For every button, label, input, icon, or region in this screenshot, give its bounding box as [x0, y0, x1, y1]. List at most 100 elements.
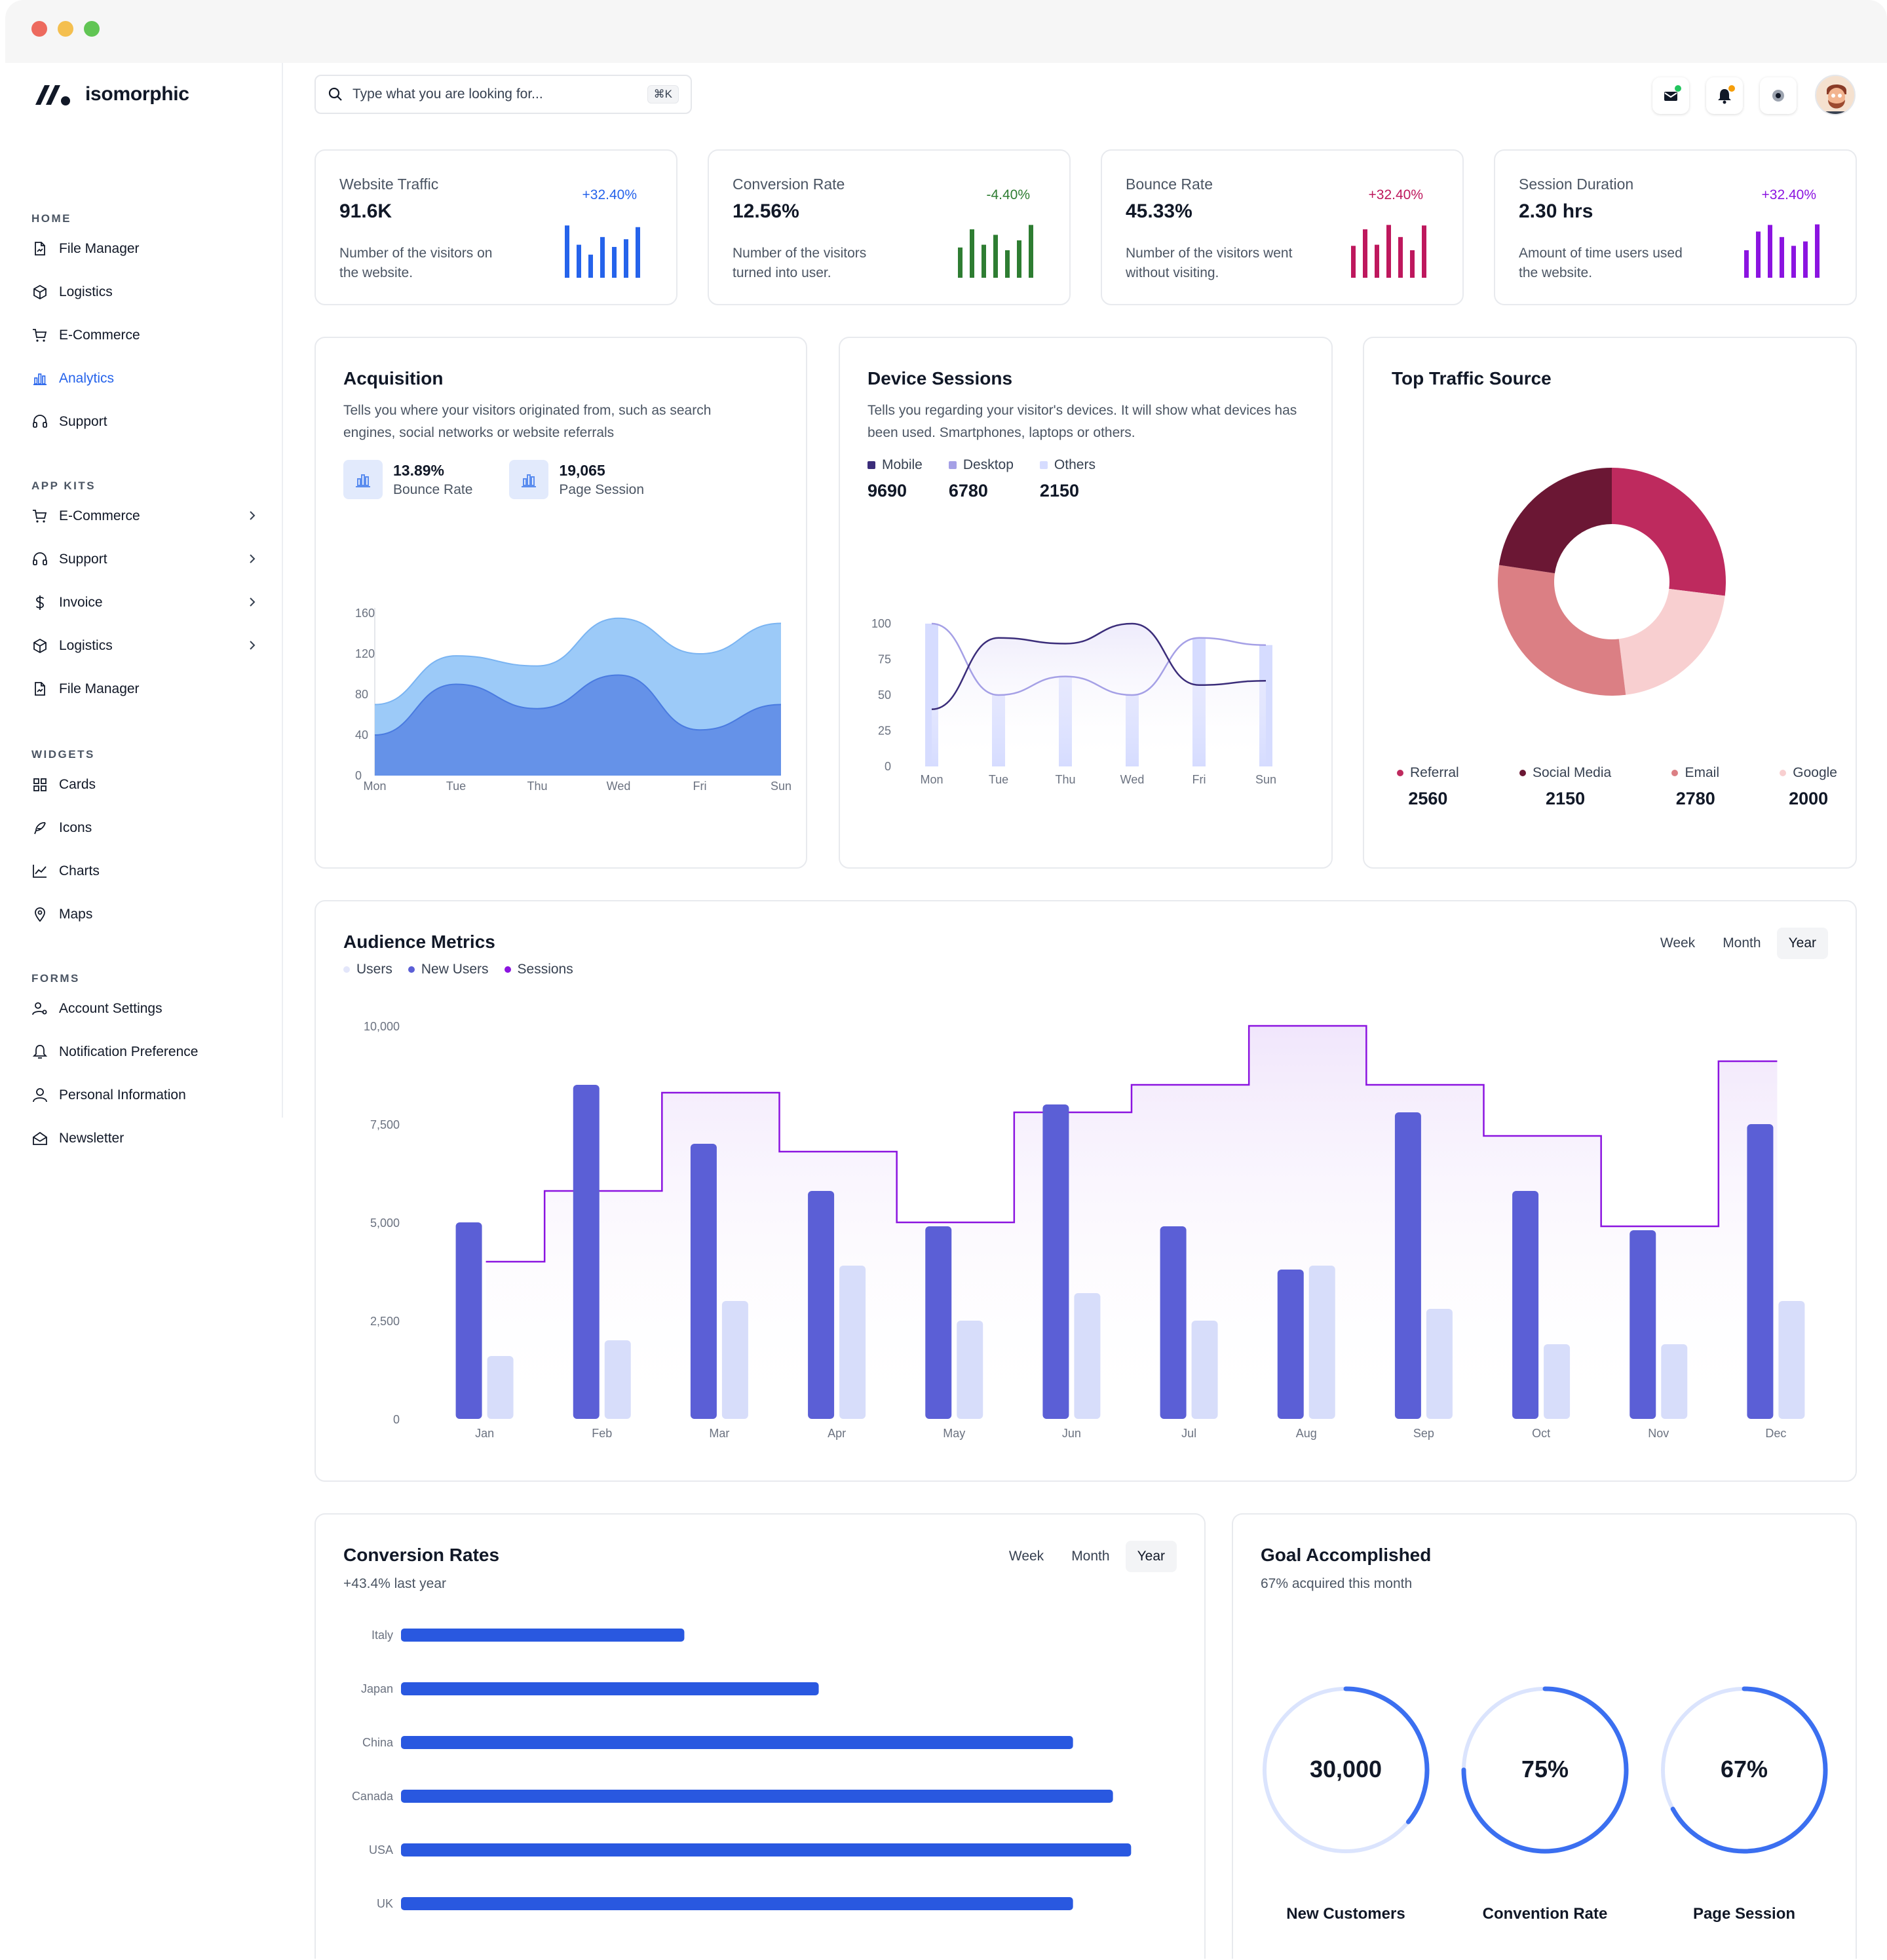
kpi-bar	[1744, 250, 1749, 278]
kpi-bar	[624, 239, 628, 278]
sidebar-item-e-commerce[interactable]: E-Commerce	[31, 322, 259, 349]
sidebar-item-label: Invoice	[59, 595, 103, 610]
box-icon	[33, 284, 47, 300]
bounce-rate-value: 13.89%	[393, 461, 445, 479]
sidebar-item-analytics[interactable]: Analytics	[31, 366, 259, 392]
y-tick-label: 25	[878, 725, 891, 738]
sidebar-item-icons[interactable]: Icons	[31, 815, 259, 841]
sidebar-item-support[interactable]: Support	[31, 546, 259, 573]
sidebar-item-file-manager[interactable]: File Manager	[31, 676, 259, 702]
kpi-card: Website Traffic 91.6K Number of the visito…	[314, 149, 677, 305]
device-legend-value: 2150	[1039, 481, 1079, 500]
tab-year[interactable]: Year	[1776, 928, 1828, 959]
acquisition-area-chart: 0 40 80 120 160 Mon Tue Thu Wed Fri Sun	[355, 607, 791, 793]
users-bar	[1308, 1266, 1335, 1419]
goal-ring-2: 75% Convention Rate	[1453, 1678, 1637, 1927]
sidebar-item-file-manager[interactable]: File Manager	[31, 236, 259, 262]
messages-button[interactable]	[1652, 77, 1689, 114]
tab-week[interactable]: Week	[1008, 1549, 1044, 1564]
tab-month[interactable]: Month	[1723, 935, 1761, 951]
kpi-bar	[577, 244, 581, 278]
x-tick-label: Fri	[1192, 773, 1206, 786]
device-legend-item: Mobile 9690	[867, 457, 923, 501]
y-tick-label: 120	[355, 647, 375, 660]
settings-button[interactable]	[1760, 77, 1797, 114]
conversion-rates-subtitle: +43.4% last year	[343, 1576, 447, 1591]
search-bar[interactable]: Type what you are looking for... ⌘K	[314, 75, 692, 114]
page-session-stat: 19,065 Page Session	[509, 460, 644, 499]
legend-swatch	[867, 461, 875, 469]
minimize-window-button[interactable]	[58, 21, 73, 37]
file-manager-icon	[35, 682, 45, 696]
sidebar-item-invoice[interactable]: Invoice	[31, 590, 259, 616]
new-users-bar	[925, 1226, 952, 1419]
sidebar-item-label: Logistics	[59, 638, 113, 653]
kpi-card: Conversion Rate 12.56% Number of the visit…	[708, 149, 1071, 305]
sidebar-item-label: Analytics	[59, 371, 115, 386]
kpi-description: Number of the visitors turned into user.	[733, 246, 867, 280]
notifications-button[interactable]	[1706, 77, 1743, 114]
bar-chart-icon	[343, 460, 383, 499]
search-input[interactable]: Type what you are looking for...	[353, 86, 543, 102]
tab-year[interactable]: Year	[1125, 1541, 1177, 1572]
progress-ring	[1262, 1686, 1430, 1854]
legend-dot	[408, 966, 415, 973]
tab-week[interactable]: Week	[1660, 935, 1696, 951]
close-window-button[interactable]	[31, 21, 47, 37]
avatar[interactable]	[1815, 75, 1856, 115]
dollar-icon	[36, 595, 44, 610]
nav-section-title: APP KITS	[31, 480, 96, 492]
sidebar-item-maps[interactable]: Maps	[31, 901, 259, 928]
ring-value: 67%	[1720, 1756, 1768, 1782]
sidebar-item-label: E-Commerce	[59, 508, 140, 523]
sidebar-item-notification-preference[interactable]: Notification Preference	[31, 1039, 259, 1065]
sidebar-item-logistics[interactable]: Logistics	[31, 279, 259, 305]
x-tick-label: Jun	[1062, 1427, 1081, 1440]
sidebar-item-account-settings[interactable]: Account Settings	[31, 996, 259, 1022]
kpi-title: Bounce Rate	[1126, 176, 1213, 193]
sidebar-item-support[interactable]: Support	[31, 409, 259, 435]
x-tick-label: Sun	[1255, 773, 1276, 786]
legend-swatch	[1039, 461, 1048, 469]
sidebar-item-cards[interactable]: Cards	[31, 772, 259, 798]
kpi-bar	[1815, 224, 1820, 278]
kpi-change: +32.40%	[1761, 187, 1817, 202]
headset-icon	[33, 552, 47, 565]
device-sessions-chart: 0 25 50 75 100 Mon Tue Thu Wed Fri Sun	[871, 617, 1276, 786]
nav-section-title: WIDGETS	[31, 748, 95, 761]
traffic-source-legend: Referral 2560 Social Media 2150 Email 2780 Goo…	[1397, 765, 1837, 809]
conversion-rates-title: Conversion Rates	[343, 1545, 500, 1565]
kpi-bar	[600, 236, 605, 278]
cart-icon	[33, 329, 47, 342]
sidebar-item-personal-information[interactable]: Personal Information	[31, 1082, 259, 1108]
traffic-legend-value: 2000	[1789, 789, 1829, 808]
x-tick-label: Feb	[592, 1427, 612, 1440]
search-icon	[328, 87, 342, 101]
kpi-title: Website Traffic	[339, 176, 439, 193]
logo[interactable]: isomorphic	[33, 81, 189, 107]
box-icon	[33, 638, 47, 654]
sidebar-item-e-commerce[interactable]: E-Commerce	[31, 503, 259, 529]
goal-accomplished-card: Goal Accomplished 67% acquired this mont…	[1232, 1513, 1857, 1959]
kpi-description: Number of the visitors went without visi…	[1126, 246, 1293, 280]
traffic-legend-item: Email 2780	[1671, 765, 1719, 809]
audience-metrics-title: Audience Metrics	[343, 932, 495, 952]
sidebar-item-logistics[interactable]: Logistics	[31, 633, 259, 659]
device-legend-value: 6780	[948, 481, 988, 500]
progress-ring	[1660, 1686, 1828, 1854]
sidebar-item-newsletter[interactable]: Newsletter	[31, 1125, 259, 1152]
maximize-window-button[interactable]	[84, 21, 100, 37]
conversion-rates-bar-chart: Italy Japan China Canada USA UK	[352, 1629, 1132, 1910]
y-tick-label: 2,500	[370, 1315, 400, 1328]
tab-month[interactable]: Month	[1071, 1549, 1110, 1564]
headset-icon	[33, 415, 47, 428]
kpi-description: Amount of time users used the website.	[1519, 246, 1683, 280]
chevron-right-icon	[250, 641, 256, 650]
kpi-card: Session Duration 2.30 hrs Amount of time u…	[1494, 149, 1857, 305]
y-tick-label: 0	[885, 760, 891, 773]
sidebar-item-charts[interactable]: Charts	[31, 858, 259, 884]
user-avatar-icon	[1816, 76, 1854, 114]
x-tick-label: Mar	[709, 1427, 729, 1440]
kpi-bar	[1386, 225, 1391, 278]
